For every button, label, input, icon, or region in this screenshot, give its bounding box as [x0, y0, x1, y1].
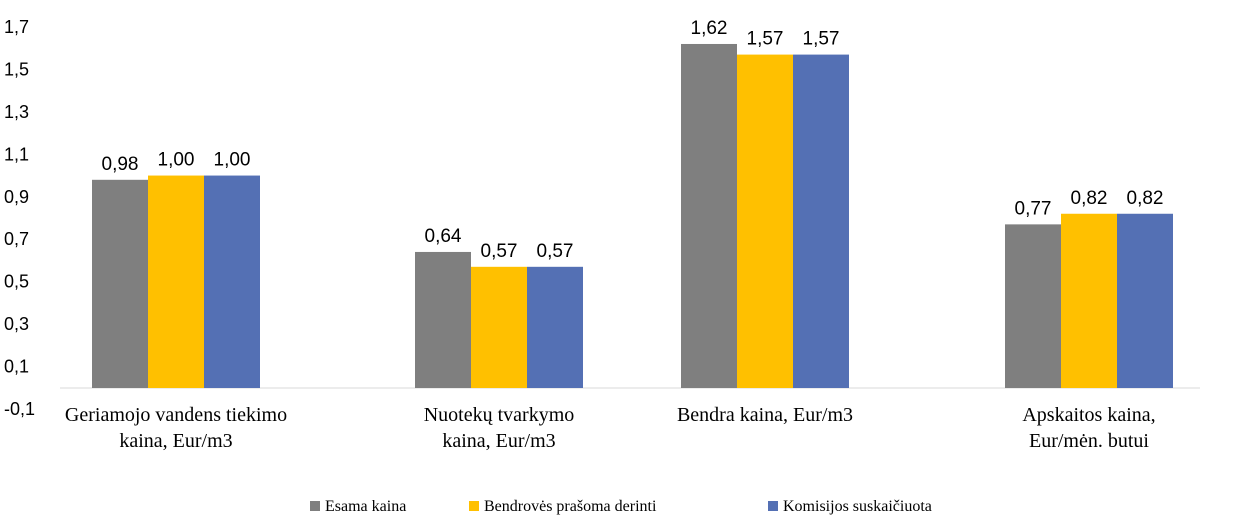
bar	[1061, 213, 1117, 388]
category-label: Eur/mėn. butui	[1029, 430, 1149, 452]
data-label: 1,62	[691, 18, 728, 39]
y-tick-label: 1,3	[4, 102, 29, 122]
data-label: 0,57	[481, 241, 518, 262]
bar	[415, 251, 471, 388]
bar	[204, 175, 260, 388]
legend-swatch	[469, 501, 479, 511]
data-label: 0,64	[425, 226, 462, 247]
category-label: kaina, Eur/m3	[442, 430, 555, 452]
data-label: 0,82	[1071, 188, 1108, 209]
legend-swatch	[768, 501, 778, 511]
data-label: 1,00	[214, 150, 251, 171]
bar	[92, 179, 148, 388]
category-label: kaina, Eur/m3	[119, 430, 232, 452]
legend-label: Komisijos suskaičiuota	[783, 498, 932, 515]
data-label: 0,57	[537, 241, 574, 262]
y-tick-label: 0,7	[4, 229, 29, 249]
data-label: 1,00	[158, 150, 195, 171]
bar	[1005, 224, 1061, 388]
y-tick-label: 0,3	[4, 314, 29, 334]
legend-label: Bendrovės prašoma derinti	[484, 498, 657, 515]
category-label: Apskaitos kaina,	[1022, 404, 1155, 426]
data-label: 0,77	[1015, 198, 1052, 219]
y-tick-label: 0,5	[4, 272, 29, 292]
category-label: Nuotekų tvarkymo	[424, 404, 575, 426]
bar	[681, 43, 737, 388]
legend-label: Esama kaina	[325, 498, 406, 515]
bar	[1117, 213, 1173, 388]
legend-swatch	[310, 501, 320, 511]
category-label: Bendra kaina, Eur/m3	[677, 404, 853, 426]
bar	[737, 54, 793, 388]
y-tick-label: 1,5	[4, 59, 29, 79]
y-tick-label: 1,7	[4, 17, 29, 37]
y-tick-label: 1,1	[4, 144, 29, 164]
data-label: 1,57	[747, 29, 784, 50]
data-label: 0,98	[102, 154, 139, 175]
y-tick-label: -0,1	[4, 399, 35, 419]
category-label: Geriamojo vandens tiekimo	[65, 404, 287, 426]
data-label: 1,57	[803, 29, 840, 50]
bar	[793, 54, 849, 388]
data-label: 0,82	[1127, 188, 1164, 209]
bar	[471, 266, 527, 388]
bar	[527, 266, 583, 388]
bar	[148, 175, 204, 388]
y-tick-label: 0,1	[4, 357, 29, 377]
y-tick-label: 0,9	[4, 187, 29, 207]
